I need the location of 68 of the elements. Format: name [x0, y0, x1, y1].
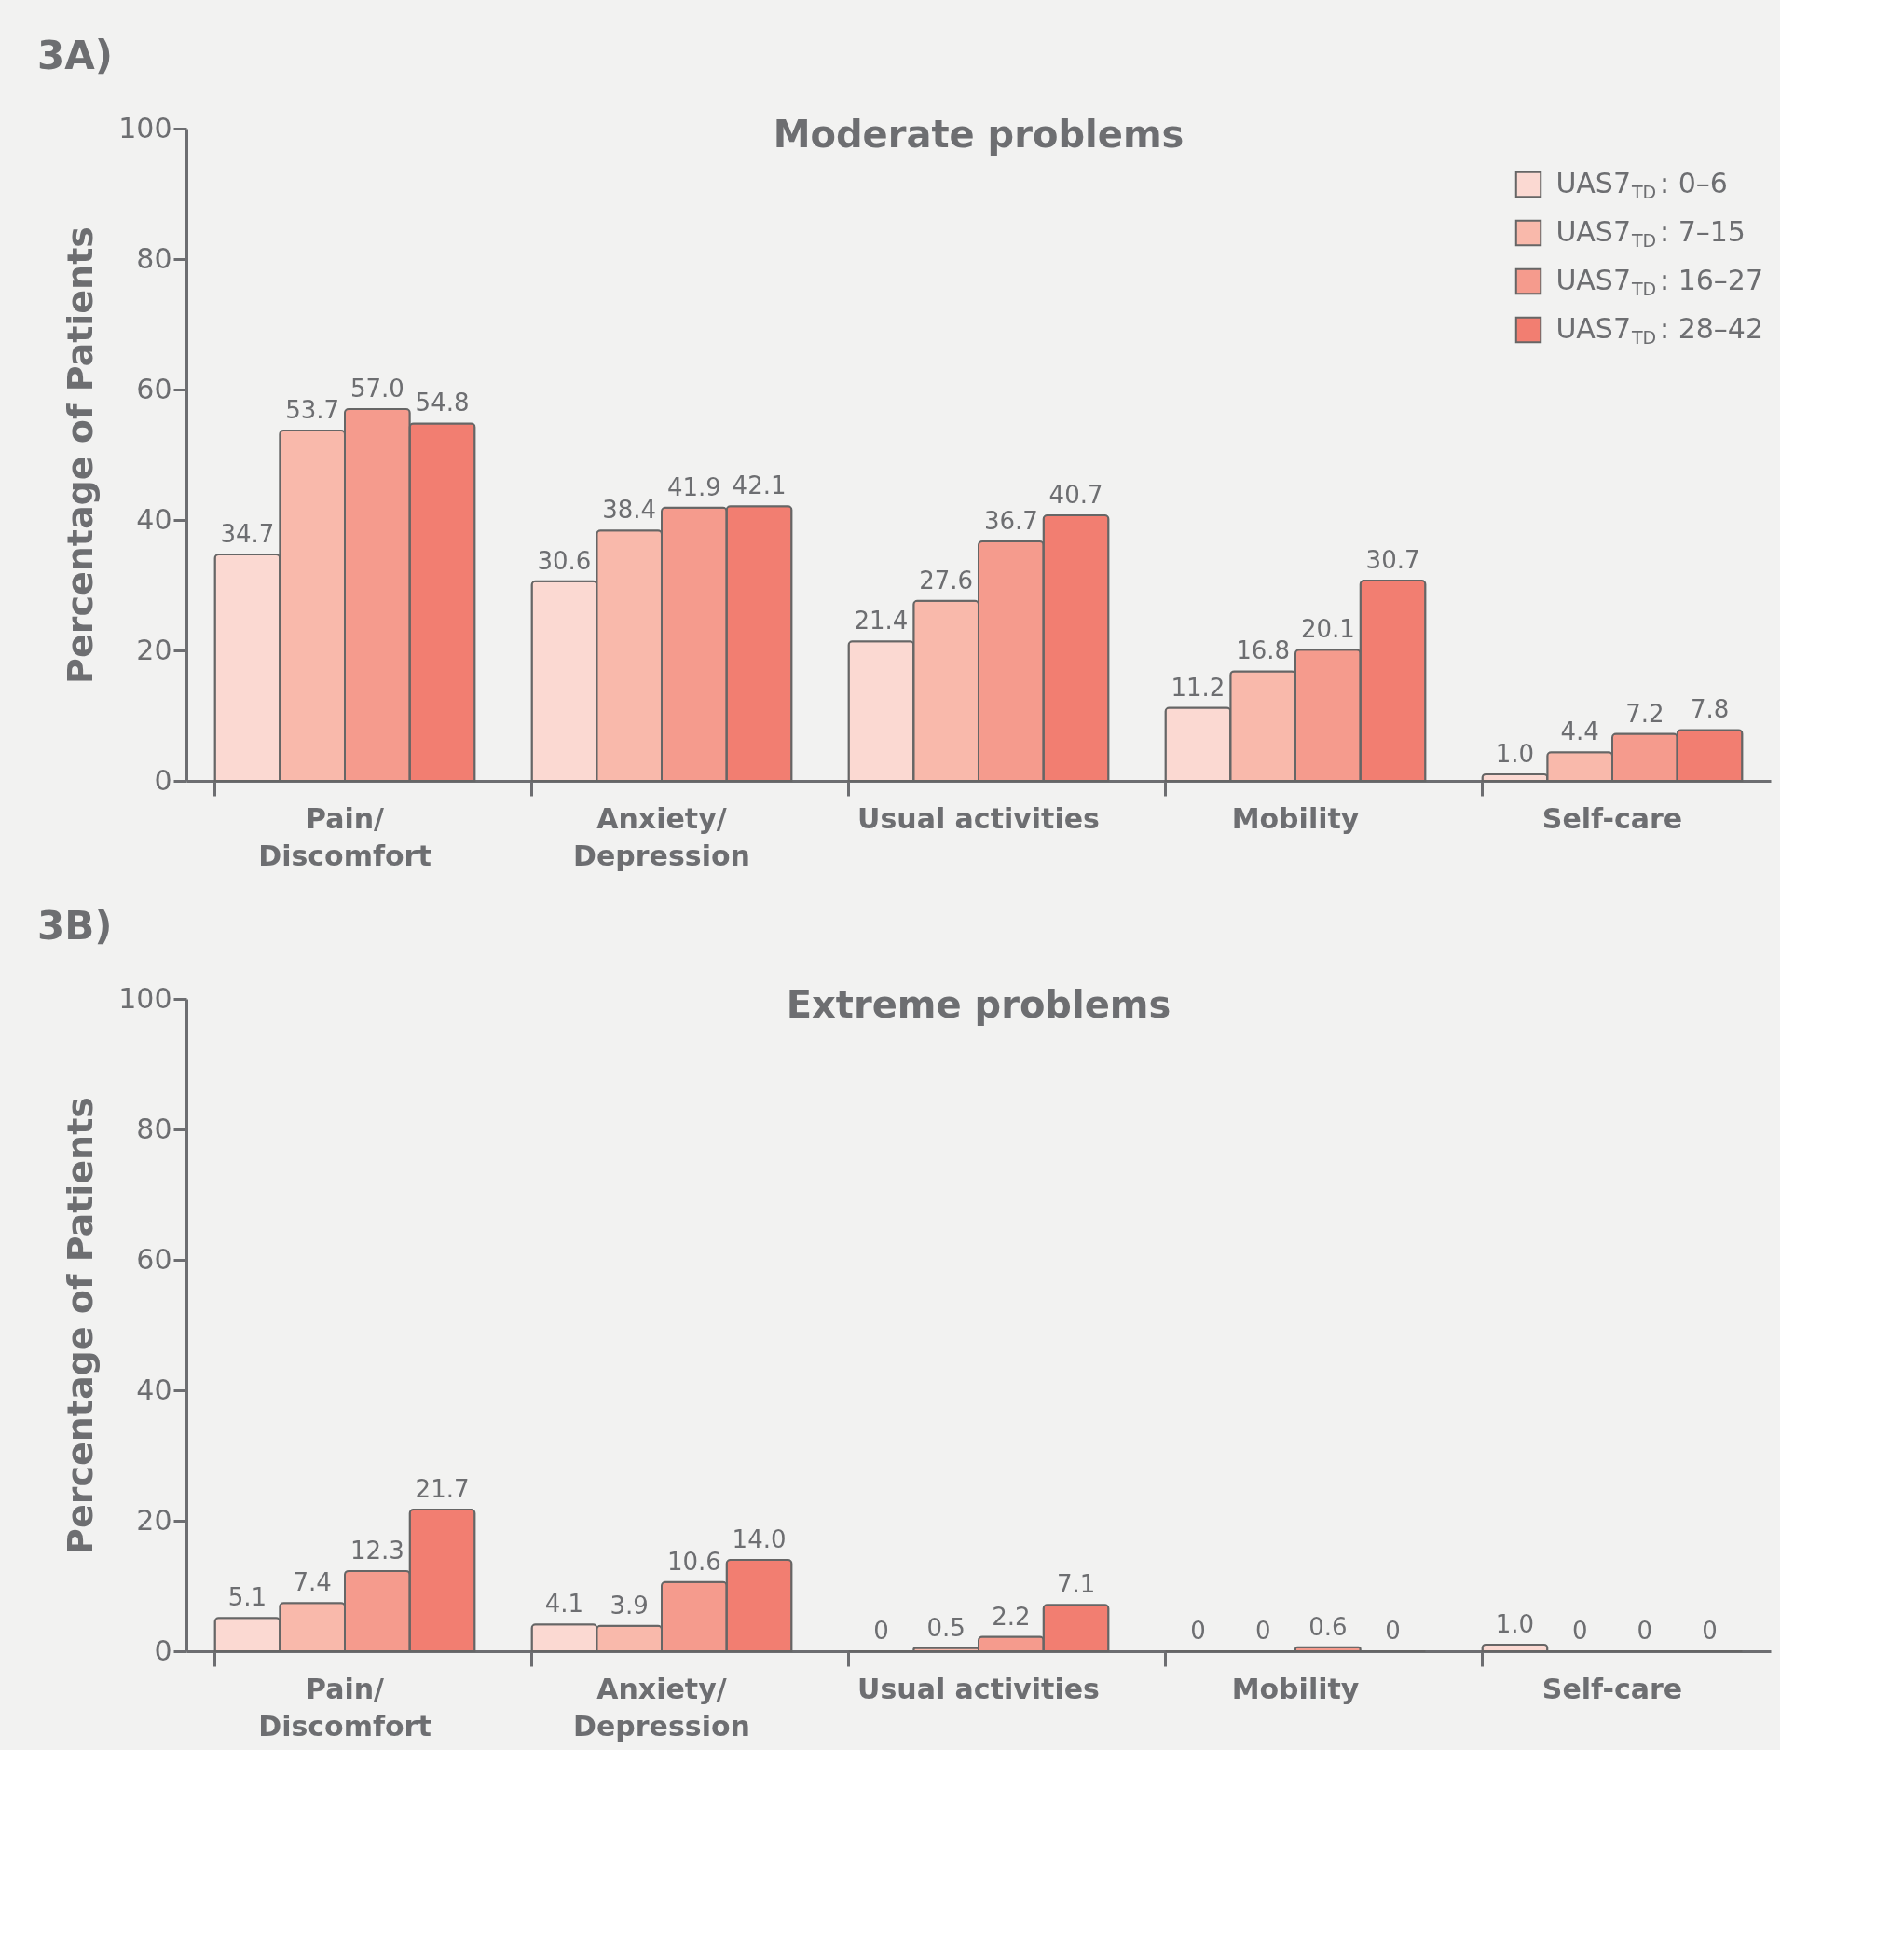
data-label: 38.4	[602, 496, 657, 525]
y-tick-label: 20	[136, 1503, 172, 1537]
data-label: 0	[1571, 1617, 1588, 1645]
data-label: 7.2	[1625, 699, 1664, 728]
data-label: 12.3	[349, 1536, 404, 1565]
data-label: 0	[1702, 1617, 1718, 1645]
chart-title: Moderate problems	[773, 113, 1185, 156]
data-label: 2.2	[992, 1602, 1031, 1631]
data-label: 27.6	[919, 566, 974, 595]
y-tick-label: 100	[118, 111, 172, 144]
data-label: 16.8	[1236, 636, 1291, 665]
data-label: 0.5	[926, 1613, 966, 1642]
y-tick-label: 40	[136, 502, 172, 536]
data-label: 4.4	[1560, 718, 1599, 746]
x-tick-label: Mobility	[1231, 801, 1360, 835]
y-tick-label: 20	[136, 633, 172, 666]
y-tick-label: 40	[136, 1373, 172, 1406]
y-tick-label: 80	[136, 241, 172, 275]
data-label: 0	[873, 1617, 889, 1645]
data-label: 0	[1385, 1617, 1401, 1645]
text: 3A)	[37, 33, 113, 78]
x-tick-label: Pain/ Discomfort	[258, 801, 431, 872]
data-label: 10.6	[666, 1547, 721, 1576]
data-label: 30.7	[1365, 546, 1420, 575]
data-label: 0	[1190, 1617, 1206, 1645]
data-label: 7.4	[293, 1568, 332, 1597]
y-tick-label: 0	[154, 1633, 172, 1667]
data-label: 7.1	[1056, 1570, 1096, 1599]
y-tick-label: 60	[136, 372, 172, 405]
y-tick-label: 60	[136, 1242, 172, 1276]
data-label: 4.1	[544, 1590, 584, 1619]
data-label: 1.0	[1495, 740, 1535, 768]
data-label: 21.7	[415, 1475, 470, 1504]
data-label: 20.1	[1300, 615, 1355, 644]
x-tick-label: Anxiety/ Depression	[573, 801, 750, 872]
data-label: 42.1	[732, 472, 787, 500]
data-label: 11.2	[1171, 673, 1226, 702]
chart-title: Extreme problems	[786, 983, 1171, 1026]
x-tick-label: Pain/ Discomfort	[258, 1672, 431, 1743]
x-tick-label: Usual activities	[857, 1672, 1100, 1705]
x-tick-label: Anxiety/ Depression	[573, 1672, 750, 1743]
data-label: 41.9	[666, 472, 721, 501]
text: 3B)	[37, 903, 113, 949]
data-label: 5.1	[227, 1583, 267, 1612]
y-tick-label: 100	[118, 981, 172, 1015]
data-label: 1.0	[1495, 1610, 1535, 1638]
data-label: 14.0	[732, 1525, 787, 1553]
data-label: 0	[1254, 1617, 1271, 1645]
y-tick-label: 0	[154, 763, 172, 797]
y-tick-label: 80	[136, 1112, 172, 1145]
y-axis-title: Percentage of Patients	[60, 226, 102, 684]
data-label: 57.0	[349, 375, 404, 403]
y-axis-title: Percentage of Patients	[60, 1097, 102, 1554]
data-label: 30.6	[537, 546, 592, 575]
data-label: 40.7	[1048, 481, 1103, 510]
data-label: 7.8	[1690, 695, 1730, 724]
data-label: 0.6	[1308, 1612, 1348, 1641]
data-label: 53.7	[285, 396, 340, 425]
x-tick-label: Self-care	[1541, 801, 1683, 835]
data-label: 34.7	[220, 520, 275, 549]
data-label: 0	[1637, 1617, 1653, 1645]
data-label: 21.4	[854, 607, 909, 636]
x-tick-label: Self-care	[1541, 1672, 1683, 1705]
data-label: 3.9	[610, 1591, 649, 1620]
x-tick-label: Usual activities	[857, 801, 1100, 835]
data-label: 36.7	[983, 507, 1038, 536]
data-label: 54.8	[415, 389, 470, 417]
x-tick-label: Mobility	[1231, 1672, 1360, 1705]
